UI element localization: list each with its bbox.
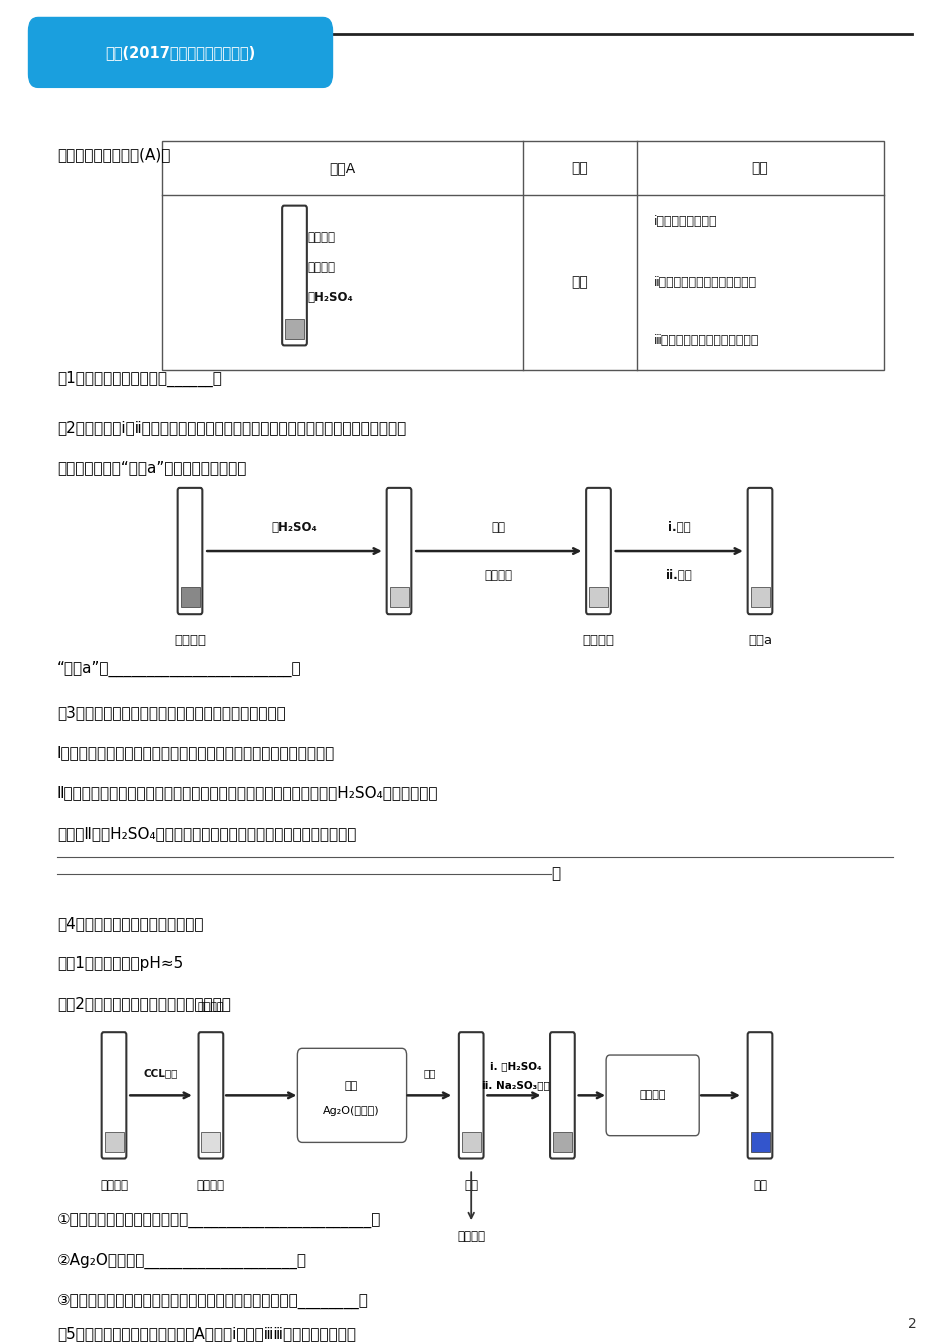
Text: 足量: 足量 xyxy=(345,1081,358,1091)
Text: 实验A: 实验A xyxy=(329,161,355,175)
Text: 2: 2 xyxy=(908,1317,917,1331)
Bar xyxy=(390,587,408,607)
Text: （1）使淠粉变蓝的物质是______。: （1）使淠粉变蓝的物质是______。 xyxy=(57,371,222,387)
Text: ①产生黄色沉淠的离子方程式是________________________。: ①产生黄色沉淠的离子方程式是________________________。 xyxy=(57,1212,381,1228)
Text: Ag₂O(棕黑色): Ag₂O(棕黑色) xyxy=(323,1106,380,1117)
FancyBboxPatch shape xyxy=(199,1032,223,1159)
Text: CCL萇取: CCL萇取 xyxy=(143,1068,179,1078)
Text: 现象: 现象 xyxy=(751,161,769,175)
Text: 。: 。 xyxy=(551,866,560,882)
Bar xyxy=(750,587,770,607)
Text: 过滤: 过滤 xyxy=(423,1068,436,1078)
Text: （2）分析现象ⅰ、ⅱ认为：在酸性条件下，加热促进淠粉水解，冷却后平衡逆向移动。: （2）分析现象ⅰ、ⅱ认为：在酸性条件下，加热促进淠粉水解，冷却后平衡逆向移动。 xyxy=(57,419,407,435)
Bar xyxy=(750,1132,770,1152)
Text: ③依据上述实验，推测滤液中含有的物质（或离子）可能是________。: ③依据上述实验，推测滤液中含有的物质（或离子）可能是________。 xyxy=(57,1293,369,1309)
Text: 设计实验如下，“现象a”证实该分析不合理：: 设计实验如下，“现象a”证实该分析不合理： xyxy=(57,460,246,476)
Text: 下层无色: 下层无色 xyxy=(198,1003,224,1012)
Text: 实验2：取褂色后的溶液，完成如下实验：: 实验2：取褂色后的溶液，完成如下实验： xyxy=(57,996,231,1012)
Text: 蓝色: 蓝色 xyxy=(753,1179,767,1192)
Text: 淠粉溶液: 淠粉溶液 xyxy=(174,634,206,648)
FancyBboxPatch shape xyxy=(282,206,307,345)
FancyBboxPatch shape xyxy=(748,488,772,614)
Text: 实验1：测得溶液的pH≈5: 实验1：测得溶液的pH≈5 xyxy=(57,956,183,972)
Text: 滤液: 滤液 xyxy=(465,1179,478,1192)
Text: 上层溶液: 上层溶液 xyxy=(197,1179,225,1192)
FancyBboxPatch shape xyxy=(550,1032,575,1159)
Text: 淠粉溶液: 淠粉溶液 xyxy=(639,1090,666,1101)
FancyBboxPatch shape xyxy=(28,17,332,87)
Text: 无色溶液: 无色溶液 xyxy=(582,634,615,648)
Text: 数滴磗水: 数滴磗水 xyxy=(308,261,335,274)
Bar xyxy=(553,1132,572,1152)
Text: Ⅱ：向褂色后的溶液中滴加淠粉溶液，冷却过程中一直未变蓝；加入稀H₂SO₄，瞬间变蓝。: Ⅱ：向褂色后的溶液中滴加淠粉溶液，冷却过程中一直未变蓝；加入稀H₂SO₄，瞬间变… xyxy=(57,785,439,801)
Text: 某学生探究如下实验(A)：: 某学生探究如下实验(A)： xyxy=(57,146,170,163)
Bar xyxy=(162,141,884,370)
Text: ②Ag₂O的作用是____________________。: ②Ag₂O的作用是____________________。 xyxy=(57,1253,307,1269)
Text: ⅰ. 稀H₂SO₄: ⅰ. 稀H₂SO₄ xyxy=(490,1062,541,1071)
FancyBboxPatch shape xyxy=(178,488,202,614)
Text: 稀H₂SO₄: 稀H₂SO₄ xyxy=(308,290,353,304)
Text: 加热: 加热 xyxy=(492,520,505,534)
Text: 淠粉溶液: 淠粉溶液 xyxy=(308,231,335,245)
Text: （5）结合化学反应速率解释实验A中现象ⅰ、现象ⅲⅲ蓝色褂去的原因：: （5）结合化学反应速率解释实验A中现象ⅰ、现象ⅲⅲ蓝色褂去的原因： xyxy=(57,1325,356,1341)
Text: “现象a”是________________________。: “现象a”是________________________。 xyxy=(57,661,302,677)
FancyBboxPatch shape xyxy=(459,1032,484,1159)
Text: （3）再次分析：加热后单质磗发生了变化，实验如下：: （3）再次分析：加热后单质磗发生了变化，实验如下： xyxy=(57,704,286,720)
FancyBboxPatch shape xyxy=(387,488,411,614)
FancyBboxPatch shape xyxy=(297,1048,407,1142)
FancyBboxPatch shape xyxy=(586,488,611,614)
Text: 一、(2017年桂林市第二次模拟): 一、(2017年桂林市第二次模拟) xyxy=(105,44,256,60)
Bar xyxy=(589,587,608,607)
Text: ⅰ.冷却: ⅰ.冷却 xyxy=(668,520,691,534)
Text: 稀H₂SO₄: 稀H₂SO₄ xyxy=(272,520,317,534)
Bar xyxy=(285,319,304,339)
Text: ⅰ．加热后蓝色褂去: ⅰ．加热后蓝色褂去 xyxy=(654,215,717,228)
Bar xyxy=(462,1132,481,1152)
Text: ⅲ．一段时间后，蓝色重又褂去: ⅲ．一段时间后，蓝色重又褂去 xyxy=(654,333,759,347)
Text: 对步骤Ⅱ中稀H₂SO₄的作用，结合离子方程式，提出一种合理的解释：: 对步骤Ⅱ中稀H₂SO₄的作用，结合离子方程式，提出一种合理的解释： xyxy=(57,825,356,841)
Text: （4）探究磗水褂色后溶液的成分：: （4）探究磗水褂色后溶液的成分： xyxy=(57,915,203,931)
FancyBboxPatch shape xyxy=(606,1055,699,1136)
Bar xyxy=(180,587,200,607)
Text: 褂色溶液: 褂色溶液 xyxy=(100,1179,128,1192)
Text: 现象a: 现象a xyxy=(748,634,772,648)
Text: Ⅰ：取少量磗水，加热至褂色，用淠粉溶液检验挥发出的物质，变蓝。: Ⅰ：取少量磗水，加热至褂色，用淠粉溶液检验挥发出的物质，变蓝。 xyxy=(57,745,335,761)
FancyBboxPatch shape xyxy=(102,1032,126,1159)
Text: ⅱ．冷却过程中，溶液恢复蓝色: ⅱ．冷却过程中，溶液恢复蓝色 xyxy=(654,276,757,289)
Text: 黄色沉淠: 黄色沉淠 xyxy=(457,1230,485,1243)
Bar xyxy=(104,1132,124,1152)
Bar xyxy=(201,1132,220,1152)
FancyBboxPatch shape xyxy=(748,1032,772,1159)
Text: 条件: 条件 xyxy=(571,161,588,175)
Text: ⅱ.磗水: ⅱ.磗水 xyxy=(666,569,693,582)
Text: 一段时间: 一段时间 xyxy=(484,569,513,582)
Text: 加热: 加热 xyxy=(571,276,588,289)
Text: ⅱ. Na₂SO₃溶液: ⅱ. Na₂SO₃溶液 xyxy=(482,1081,550,1090)
